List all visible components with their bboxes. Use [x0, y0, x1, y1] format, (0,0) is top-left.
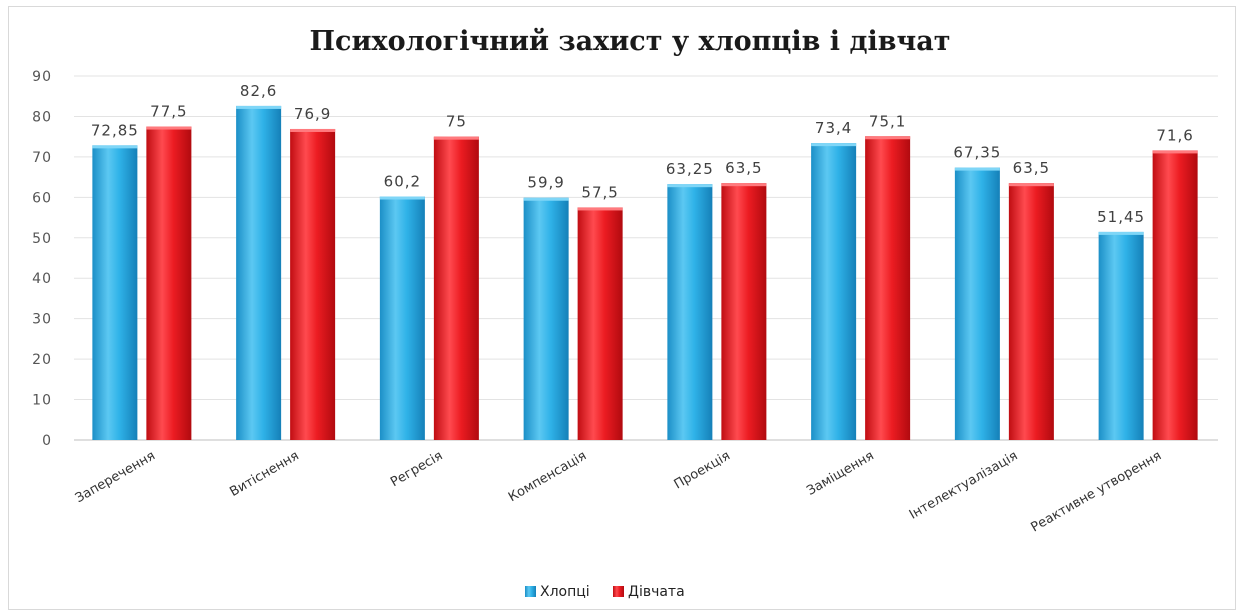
bar-top-highlight — [721, 183, 767, 187]
x-category-label: Заперечення — [73, 448, 158, 506]
chart-title: Психологічний захист у хлопців і дівчат — [310, 26, 951, 57]
bar-top-highlight — [1008, 183, 1054, 187]
bar-girls — [1152, 150, 1198, 440]
bar-boys — [1098, 231, 1144, 440]
data-label: 63,5 — [1013, 159, 1050, 177]
bar-girls — [721, 183, 767, 440]
x-category-label: Компенсація — [506, 448, 589, 505]
bar-top-highlight — [433, 136, 479, 140]
bar-girls — [1008, 183, 1054, 440]
bar-top-highlight — [146, 126, 192, 130]
x-category-label: Регресія — [388, 448, 445, 490]
y-tick-label: 90 — [32, 69, 52, 85]
bar-top-highlight — [954, 167, 1000, 171]
bar-top-highlight — [1152, 150, 1198, 154]
bar-boys — [236, 105, 282, 440]
data-label: 72,85 — [91, 121, 139, 139]
y-tick-label: 10 — [32, 393, 52, 409]
data-label: 63,25 — [666, 160, 714, 178]
x-category-label: Заміщення — [804, 448, 876, 498]
bar-girls — [433, 136, 479, 440]
bar-top-highlight — [236, 105, 282, 109]
y-tick-label: 70 — [32, 150, 52, 166]
bar-boys — [954, 167, 1000, 440]
legend-label: Хлопці — [540, 584, 590, 600]
bars-group — [92, 105, 1198, 441]
data-labels-group: 72,85 77,5 82,6 76,9 60,2 75 59,9 57,5 63,25 63,5… — [91, 82, 1193, 226]
x-category-label: Інтелектуалізація — [907, 448, 1020, 522]
x-axis-categories: Заперечення Витіснення Регресія Компенсація… — [73, 448, 1164, 535]
data-label: 57,5 — [581, 183, 618, 201]
data-label: 51,45 — [1097, 208, 1145, 226]
bar-top-highlight — [523, 197, 569, 201]
y-tick-label: 30 — [32, 312, 52, 328]
bar-girls — [146, 126, 192, 441]
data-label: 63,5 — [725, 159, 762, 177]
bar-top-highlight — [811, 143, 857, 147]
bar-top-highlight — [379, 196, 425, 200]
legend: Хлопці Дівчата — [525, 584, 685, 600]
data-label: 67,35 — [953, 144, 1001, 162]
bar-girls — [865, 136, 911, 441]
x-category-label: Реактивне утворення — [1029, 448, 1165, 535]
bar-girls — [290, 128, 336, 440]
bar-top-highlight — [577, 207, 623, 211]
y-tick-label: 80 — [32, 109, 52, 125]
y-tick-label: 40 — [32, 271, 52, 287]
data-label: 82,6 — [240, 82, 277, 100]
y-tick-label: 50 — [32, 231, 52, 247]
bar-girls — [577, 207, 623, 440]
bar-boys — [811, 143, 857, 441]
legend-swatch-boys — [525, 586, 536, 597]
bar-top-highlight — [92, 145, 138, 149]
data-label: 60,2 — [384, 173, 421, 191]
legend-label: Дівчата — [628, 584, 685, 600]
x-category-label: Витіснення — [227, 448, 301, 500]
data-label: 76,9 — [294, 105, 331, 123]
bar-boys — [667, 184, 713, 440]
y-axis-ticks: 0 10 20 30 40 50 60 70 80 90 — [32, 69, 52, 449]
x-category-label: Проекція — [672, 448, 733, 492]
bar-boys — [379, 196, 425, 440]
data-label: 77,5 — [150, 103, 187, 121]
bar-top-highlight — [865, 136, 911, 140]
y-tick-label: 60 — [32, 190, 52, 206]
data-label: 73,4 — [815, 119, 852, 137]
legend-swatch-girls — [613, 586, 624, 597]
bar-top-highlight — [1098, 231, 1144, 235]
bar-boys — [523, 197, 569, 440]
bar-top-highlight — [667, 184, 713, 188]
y-tick-label: 20 — [32, 352, 52, 368]
y-tick-label: 0 — [42, 433, 52, 449]
data-label: 75 — [446, 113, 467, 131]
data-label: 59,9 — [527, 174, 564, 192]
bar-top-highlight — [290, 128, 336, 132]
data-label: 71,6 — [1156, 126, 1193, 144]
data-label: 75,1 — [869, 112, 906, 130]
bar-boys — [92, 145, 138, 440]
